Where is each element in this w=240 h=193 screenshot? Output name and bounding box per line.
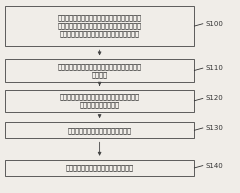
Text: S100: S100 xyxy=(205,21,223,27)
Text: S110: S110 xyxy=(205,65,223,71)
Text: 形成与前述瘥坠电连接的中介金属层: 形成与前述瘥坠电连接的中介金属层 xyxy=(68,127,132,134)
Text: 形成与所述中介金属层电连接的瘥接点: 形成与所述中介金属层电连接的瘥接点 xyxy=(66,165,134,171)
Text: S140: S140 xyxy=(205,163,223,169)
Bar xyxy=(5,59,194,81)
Bar xyxy=(5,6,194,46)
Bar xyxy=(5,122,194,139)
Bar xyxy=(5,160,194,176)
Text: 划蚀所述基板的背面与前述瘥坠相对应的位置，
形成凹穴: 划蚀所述基板的背面与前述瘥坠相对应的位置， 形成凹穴 xyxy=(58,63,142,78)
Text: 去除部分基板，使深述凹穴内基板的厚度小于
凹穴内侧对应体的厚度: 去除部分基板，使深述凹穴内基板的厚度小于 凹穴内侧对应体的厚度 xyxy=(60,93,140,108)
Text: S130: S130 xyxy=(205,125,223,131)
Bar xyxy=(5,90,194,112)
Text: 提供基板，所述基板包括正面以及与所述正面相
对的背面，所述基板的正面形成有半导体器件，
所述半导体器件对外围形成有多个分立的瘥坠: 提供基板，所述基板包括正面以及与所述正面相 对的背面，所述基板的正面形成有半导体… xyxy=(58,15,142,37)
Text: S120: S120 xyxy=(205,95,223,102)
